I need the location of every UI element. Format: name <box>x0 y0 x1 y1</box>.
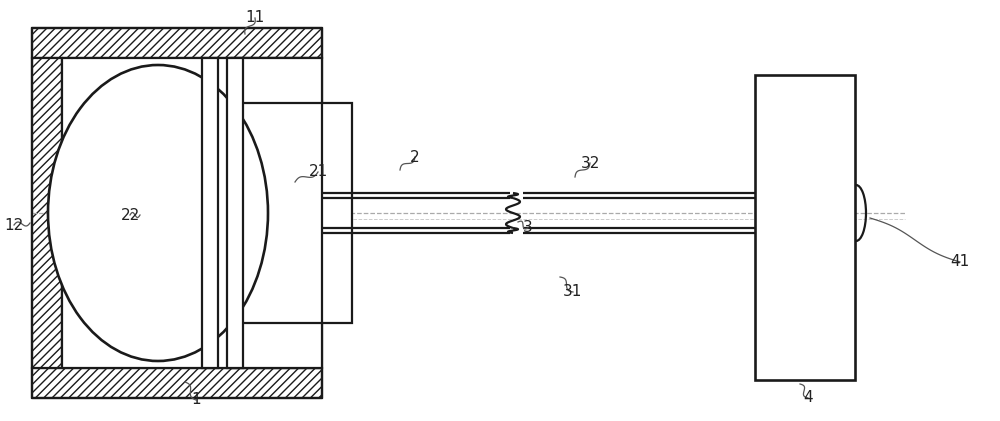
Bar <box>232 58 322 103</box>
Text: 12: 12 <box>4 218 24 232</box>
Text: 31: 31 <box>563 285 583 299</box>
Text: 3: 3 <box>523 221 533 235</box>
Bar <box>755 75 855 380</box>
Polygon shape <box>202 58 218 368</box>
Text: 22: 22 <box>120 208 140 223</box>
Polygon shape <box>227 58 243 368</box>
Bar <box>322 103 352 323</box>
Polygon shape <box>62 58 322 368</box>
Text: 41: 41 <box>950 255 970 269</box>
Polygon shape <box>322 193 510 198</box>
Polygon shape <box>322 228 510 233</box>
Text: 21: 21 <box>308 165 328 179</box>
Text: 2: 2 <box>410 149 420 165</box>
Text: 4: 4 <box>803 391 813 405</box>
Bar <box>32 368 322 398</box>
Ellipse shape <box>48 65 268 361</box>
Text: 32: 32 <box>580 155 600 171</box>
Bar <box>232 323 322 368</box>
Bar <box>32 28 322 58</box>
Text: 1: 1 <box>191 392 201 408</box>
Text: 11: 11 <box>245 11 265 26</box>
Bar <box>32 58 62 368</box>
